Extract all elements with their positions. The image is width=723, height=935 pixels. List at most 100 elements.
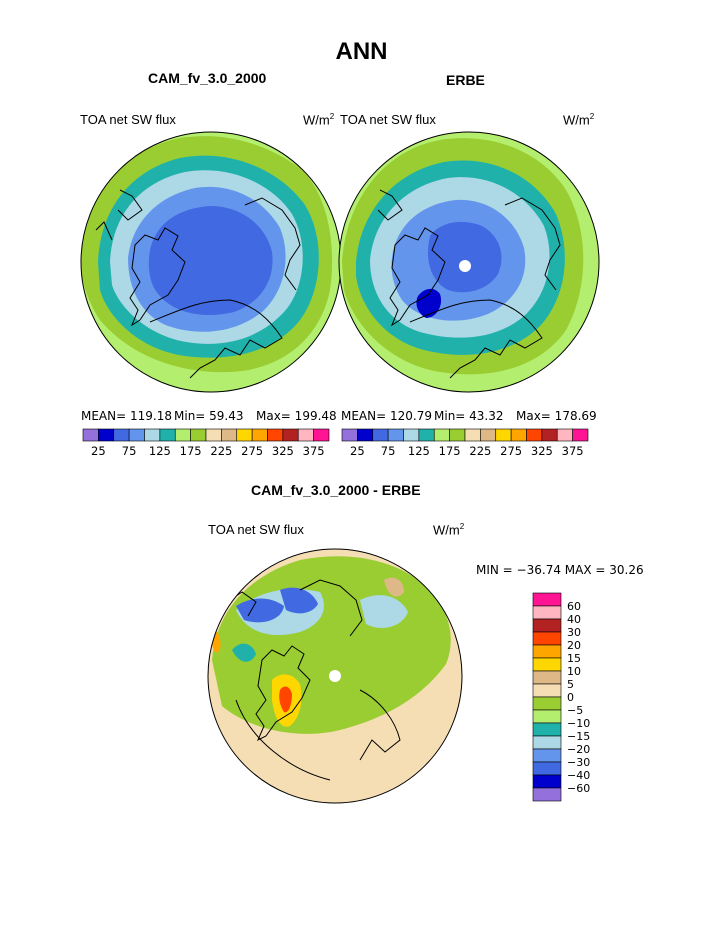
panel-1-coastlines: [95, 189, 301, 379]
panel-2-map-border: [338, 131, 600, 393]
colorbar-box-2: [357, 428, 374, 442]
panel-2-coastlines: [377, 189, 561, 379]
colorbar-tick-label: 375: [562, 444, 584, 458]
colorbar-box-12: [510, 428, 527, 442]
colorbar-box-3: [532, 618, 562, 633]
colorbar-box-1: [82, 428, 99, 442]
colorbar-box-5: [403, 428, 420, 442]
colorbar-tick-label: 225: [469, 444, 491, 458]
colorbar-box-15: [556, 428, 573, 442]
colorbar-tick-label: −5: [567, 704, 583, 717]
colorbar-tick-label: 60: [567, 600, 581, 613]
colorbar-box-16: [572, 428, 589, 442]
colorbar-tick-label: −30: [567, 756, 590, 769]
colorbar-tick-label: 0: [567, 691, 574, 704]
colorbar-tick-label: −20: [567, 743, 590, 756]
colorbar-box-7: [174, 428, 191, 442]
colorbar-box-12: [251, 428, 268, 442]
panel-1-colorbar: 25 75 125 175 225 275 325 375: [82, 428, 330, 458]
colorbar-box-10: [480, 428, 497, 442]
colorbar-box-11: [532, 722, 562, 737]
colorbar-box-2: [98, 428, 115, 442]
colorbar-tick-label: 225: [210, 444, 232, 458]
colorbar-box-13: [526, 428, 543, 442]
colorbar-box-8: [532, 683, 562, 698]
colorbar-tick-label: 30: [567, 626, 581, 639]
colorbar-box-3: [113, 428, 130, 442]
panel-1-units-label: W/m2: [303, 112, 335, 128]
diff-map-border: [207, 548, 463, 804]
colorbar-tick-label: −60: [567, 782, 590, 795]
colorbar-tick-label: 175: [439, 444, 461, 458]
diff-panel-title: CAM_fv_3.0_2000 - ERBE: [251, 482, 421, 498]
colorbar-tick-label: 5: [567, 678, 574, 691]
colorbar-box-4: [532, 631, 562, 646]
colorbar-tick-label: 325: [531, 444, 553, 458]
colorbar-box-4: [387, 428, 404, 442]
colorbar-box-6: [532, 657, 562, 672]
panel-1-map: [81, 132, 341, 392]
colorbar-box-7: [433, 428, 450, 442]
colorbar-tick-label: 125: [149, 444, 171, 458]
colorbar-box-10: [532, 709, 562, 724]
colorbar-box-14: [532, 761, 562, 776]
panel-1-max: Max= 199.48: [256, 409, 337, 423]
panel-2-variable-label: TOA net SW flux: [340, 112, 436, 127]
colorbar-box-9: [464, 428, 481, 442]
colorbar-box-9: [532, 696, 562, 711]
colorbar-tick-label: 25: [91, 444, 106, 458]
colorbar-tick-label: −15: [567, 730, 590, 743]
colorbar-box-9: [205, 428, 222, 442]
diff-field-wheat-2: [300, 754, 370, 787]
colorbar-tick-label: 375: [303, 444, 325, 458]
colorbar-box-16: [532, 787, 562, 802]
colorbar-tick-label: 20: [567, 639, 581, 652]
colorbar-box-8: [449, 428, 466, 442]
colorbar-box-3: [372, 428, 389, 442]
colorbar-box-7: [532, 670, 562, 685]
panel-2-title: ERBE: [446, 72, 485, 88]
diff-pole-mask: [329, 670, 341, 682]
colorbar-box-14: [282, 428, 299, 442]
colorbar-tick-label: 15: [567, 652, 581, 665]
colorbar-box-13: [532, 748, 562, 763]
panel-2-field-dark-blue: [416, 288, 442, 318]
colorbar-box-12: [532, 735, 562, 750]
panel-2-units-label: W/m2: [563, 112, 595, 128]
colorbar-box-16: [313, 428, 330, 442]
colorbar-box-2: [532, 605, 562, 620]
colorbar-tick-label: 325: [272, 444, 294, 458]
colorbar-box-1: [532, 592, 562, 607]
colorbar-box-6: [418, 428, 435, 442]
panel-1-title: CAM_fv_3.0_2000: [148, 70, 267, 86]
diff-minmax: MIN = −36.74 MAX = 30.26: [476, 563, 644, 577]
diff-field-blue-2: [280, 587, 318, 614]
colorbar-box-11: [236, 428, 253, 442]
panel-1-field-royal-blue: [148, 206, 273, 315]
panel-2-pole-mask: [459, 260, 471, 272]
panel-2-max: Max= 178.69: [516, 409, 597, 423]
colorbar-box-15: [297, 428, 314, 442]
diff-map: [208, 549, 462, 803]
diff-field-red: [279, 686, 292, 713]
panel-1-variable-label: TOA net SW flux: [80, 112, 176, 127]
colorbar-box-4: [128, 428, 145, 442]
colorbar-box-14: [541, 428, 558, 442]
page-title: ANN: [335, 38, 388, 65]
colorbar-tick-label: −40: [567, 769, 590, 782]
colorbar-box-5: [532, 644, 562, 659]
colorbar-tick-label: 75: [122, 444, 137, 458]
panel-2-min: Min= 43.32: [434, 409, 504, 423]
panel-2-colorbar: 25 75 125 175 225 275 325 375: [341, 428, 589, 458]
colorbar-tick-label: 40: [567, 613, 581, 626]
panel-1-mean: MEAN= 119.18: [81, 409, 172, 423]
colorbar-box-5: [144, 428, 161, 442]
colorbar-box-13: [267, 428, 284, 442]
colorbar-tick-label: 10: [567, 665, 581, 678]
colorbar-tick-label: 125: [408, 444, 430, 458]
panel-1-min: Min= 59.43: [174, 409, 244, 423]
colorbar-box-11: [495, 428, 512, 442]
colorbar-box-8: [190, 428, 207, 442]
